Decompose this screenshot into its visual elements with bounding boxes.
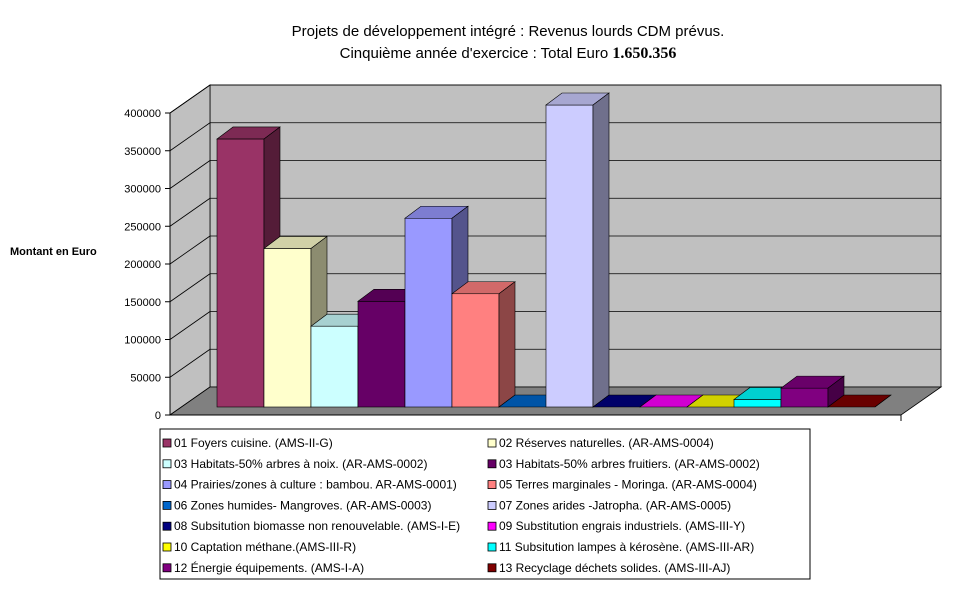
gridline-side (169, 197, 211, 227)
legend-swatch (487, 500, 497, 510)
y-axis-ticks: 0 50000 100000 150000 200000 250000 300000 3500… (124, 108, 902, 422)
bar-front (733, 399, 782, 408)
legend-swatch (162, 563, 172, 573)
chart-title-line2: Cinquième année d'exercice : Total Euro … (340, 45, 677, 62)
gridline-side (169, 348, 211, 378)
legend: 01 Foyers cuisine. (AMS-II-G) 02 Réserves… (159, 428, 811, 580)
bar-front (263, 248, 312, 408)
gridline-side (169, 235, 211, 265)
y-axis-label: Montant en Euro (10, 246, 97, 258)
legend-label: 01 Foyers cuisine. (AMS-II-G) (174, 436, 333, 450)
bar-front (310, 325, 359, 408)
bar (451, 281, 516, 408)
legend-label: 03 Habitats-50% arbres fruitiers. (AR-AM… (499, 457, 760, 471)
legend-label: 05 Terres marginales - Moringa. (AR-AMS-… (499, 478, 757, 492)
y-tick-label: 0 (155, 410, 161, 422)
legend-swatch (487, 542, 497, 552)
legend-swatch (487, 438, 497, 448)
bar (545, 92, 610, 408)
bar-front (780, 387, 829, 408)
legend-label: 09 Substitution engrais industriels. (AM… (499, 519, 745, 533)
y-tick-label: 50000 (130, 372, 161, 384)
legend-swatch (162, 542, 172, 552)
y-tick-label: 150000 (124, 297, 161, 309)
legend-label: 07 Zones arides -Jatropha. (AR-AMS-0005) (499, 498, 731, 512)
legend-swatch (487, 521, 497, 531)
legend-label: 12 Énergie équipements. (AMS-I-A) (174, 560, 364, 575)
legend-swatch (487, 459, 497, 469)
legend-label: 13 Recyclage déchets solides. (AMS-III-A… (499, 561, 730, 575)
gridline-side (169, 122, 211, 152)
gridline-side (169, 160, 211, 189)
bar-side (592, 92, 610, 408)
legend-label: 08 Subsitution biomasse non renouvelable… (174, 519, 460, 533)
bar-front (545, 104, 594, 408)
gridline-side (169, 84, 211, 114)
legend-label: 11 Subsitution lampes à kérosène. (AMS-I… (499, 540, 754, 554)
chart-title-text: Cinquième année d'exercice : Total Euro (340, 45, 613, 62)
gridline-side (169, 311, 211, 340)
y-tick-label: 250000 (124, 221, 161, 233)
legend-label: 06 Zones humides- Mangroves. (AR-AMS-000… (174, 498, 431, 512)
bar-front (357, 300, 406, 408)
legend-swatch (162, 459, 172, 469)
bar-front (216, 138, 265, 408)
bar (780, 375, 845, 408)
legend-swatch (162, 521, 172, 531)
legend-swatch (162, 438, 172, 448)
y-tick-label: 350000 (124, 146, 161, 158)
legend-label: 04 Prairies/zones à culture : bambou. AR… (174, 478, 457, 492)
y-tick-label: 300000 (124, 184, 161, 196)
bar-side (498, 281, 516, 408)
bar-side (874, 394, 892, 408)
y-tick-label: 200000 (124, 259, 161, 271)
bar (827, 394, 892, 408)
legend-label: 02 Réserves naturelles. (AR-AMS-0004) (499, 436, 714, 450)
y-tick-label: 100000 (124, 335, 161, 347)
legend-label: 03 Habitats-50% arbres à noix. (AR-AMS-0… (174, 457, 427, 471)
legend-label: 10 Captation méthane.(AMS-III-R) (174, 540, 356, 554)
legend-swatch (487, 563, 497, 573)
chart-title-line1: Projets de développement intégré : Reven… (292, 23, 725, 40)
y-tick-label: 400000 (124, 108, 161, 120)
chart-title-total: 1.650.356 (612, 45, 676, 62)
legend-box (159, 428, 811, 580)
bar-front (404, 217, 453, 408)
legend-swatch (162, 500, 172, 510)
plot-bars (216, 92, 892, 408)
legend-items: 01 Foyers cuisine. (AMS-II-G) 02 Réserves… (162, 436, 760, 575)
gridline-side (169, 273, 211, 303)
legend-swatch (487, 480, 497, 490)
bar-front (451, 293, 500, 408)
legend-swatch (162, 480, 172, 490)
